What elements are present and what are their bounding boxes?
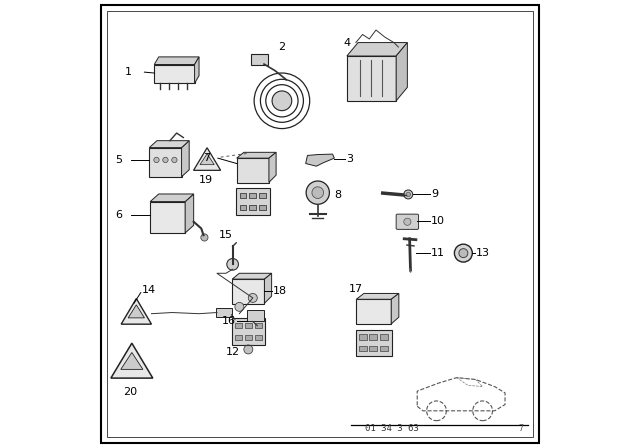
FancyBboxPatch shape <box>251 54 269 65</box>
FancyBboxPatch shape <box>239 205 246 210</box>
Circle shape <box>306 181 330 204</box>
Text: 15: 15 <box>220 230 233 240</box>
Circle shape <box>248 293 257 302</box>
Text: 16: 16 <box>222 316 236 326</box>
FancyBboxPatch shape <box>232 318 265 345</box>
Text: 2: 2 <box>278 42 285 52</box>
FancyBboxPatch shape <box>101 5 539 443</box>
Text: 6: 6 <box>115 210 122 220</box>
FancyBboxPatch shape <box>239 193 246 198</box>
Circle shape <box>406 192 410 197</box>
Polygon shape <box>200 154 214 165</box>
Circle shape <box>227 258 239 270</box>
Polygon shape <box>396 43 408 101</box>
Circle shape <box>163 157 168 163</box>
Text: 01 34 3 63: 01 34 3 63 <box>365 424 419 433</box>
FancyBboxPatch shape <box>380 346 388 351</box>
FancyBboxPatch shape <box>246 310 264 322</box>
Polygon shape <box>391 293 399 324</box>
Polygon shape <box>149 141 189 148</box>
FancyBboxPatch shape <box>236 188 269 215</box>
Text: 9: 9 <box>431 190 438 199</box>
Text: 13: 13 <box>476 248 490 258</box>
FancyBboxPatch shape <box>250 205 256 210</box>
Polygon shape <box>347 43 408 56</box>
FancyBboxPatch shape <box>369 334 378 340</box>
Text: 5: 5 <box>115 155 122 165</box>
Text: 3: 3 <box>346 154 353 164</box>
FancyBboxPatch shape <box>245 335 252 340</box>
FancyBboxPatch shape <box>356 330 392 356</box>
Text: 19: 19 <box>198 175 213 185</box>
Text: 8: 8 <box>334 190 342 200</box>
Polygon shape <box>195 57 199 83</box>
FancyBboxPatch shape <box>356 299 391 323</box>
FancyBboxPatch shape <box>259 205 266 210</box>
Circle shape <box>172 157 177 163</box>
Polygon shape <box>121 353 143 369</box>
Text: 12: 12 <box>226 347 240 357</box>
FancyBboxPatch shape <box>154 65 195 83</box>
FancyBboxPatch shape <box>255 335 262 340</box>
Polygon shape <box>269 152 276 182</box>
Text: 7: 7 <box>519 424 524 433</box>
Circle shape <box>235 302 244 311</box>
FancyBboxPatch shape <box>237 158 269 183</box>
Polygon shape <box>121 298 152 324</box>
FancyBboxPatch shape <box>380 334 388 340</box>
Text: 14: 14 <box>142 285 156 295</box>
Text: 1: 1 <box>125 67 132 77</box>
Polygon shape <box>306 154 334 166</box>
FancyBboxPatch shape <box>358 346 367 351</box>
FancyBboxPatch shape <box>358 334 367 340</box>
Circle shape <box>154 157 159 163</box>
Circle shape <box>404 190 413 199</box>
FancyBboxPatch shape <box>347 56 396 101</box>
FancyBboxPatch shape <box>149 148 182 177</box>
FancyBboxPatch shape <box>369 346 378 351</box>
Text: 20: 20 <box>123 387 137 396</box>
FancyBboxPatch shape <box>255 323 262 328</box>
FancyBboxPatch shape <box>150 202 185 233</box>
Polygon shape <box>128 305 145 318</box>
Polygon shape <box>182 141 189 177</box>
Circle shape <box>272 91 292 111</box>
Polygon shape <box>154 57 199 65</box>
Polygon shape <box>150 194 194 202</box>
Circle shape <box>404 218 411 225</box>
Circle shape <box>244 345 253 354</box>
FancyBboxPatch shape <box>250 193 256 198</box>
Text: 17: 17 <box>349 284 364 294</box>
Polygon shape <box>264 273 271 303</box>
FancyBboxPatch shape <box>245 323 252 328</box>
Circle shape <box>201 234 208 241</box>
Polygon shape <box>232 273 271 279</box>
Text: 4: 4 <box>343 38 351 47</box>
Circle shape <box>459 249 468 258</box>
FancyBboxPatch shape <box>259 193 266 198</box>
Polygon shape <box>356 293 399 299</box>
Text: 18: 18 <box>273 286 287 296</box>
Polygon shape <box>185 194 194 233</box>
Polygon shape <box>111 343 153 378</box>
Text: 7: 7 <box>203 153 210 163</box>
Polygon shape <box>237 152 276 158</box>
FancyBboxPatch shape <box>232 279 264 304</box>
FancyBboxPatch shape <box>216 308 232 318</box>
Circle shape <box>312 187 324 198</box>
Circle shape <box>454 244 472 262</box>
FancyBboxPatch shape <box>396 214 419 229</box>
Text: 10: 10 <box>431 216 445 226</box>
Polygon shape <box>193 148 221 170</box>
FancyBboxPatch shape <box>235 335 242 340</box>
Text: 11: 11 <box>431 248 445 258</box>
FancyBboxPatch shape <box>235 323 242 328</box>
